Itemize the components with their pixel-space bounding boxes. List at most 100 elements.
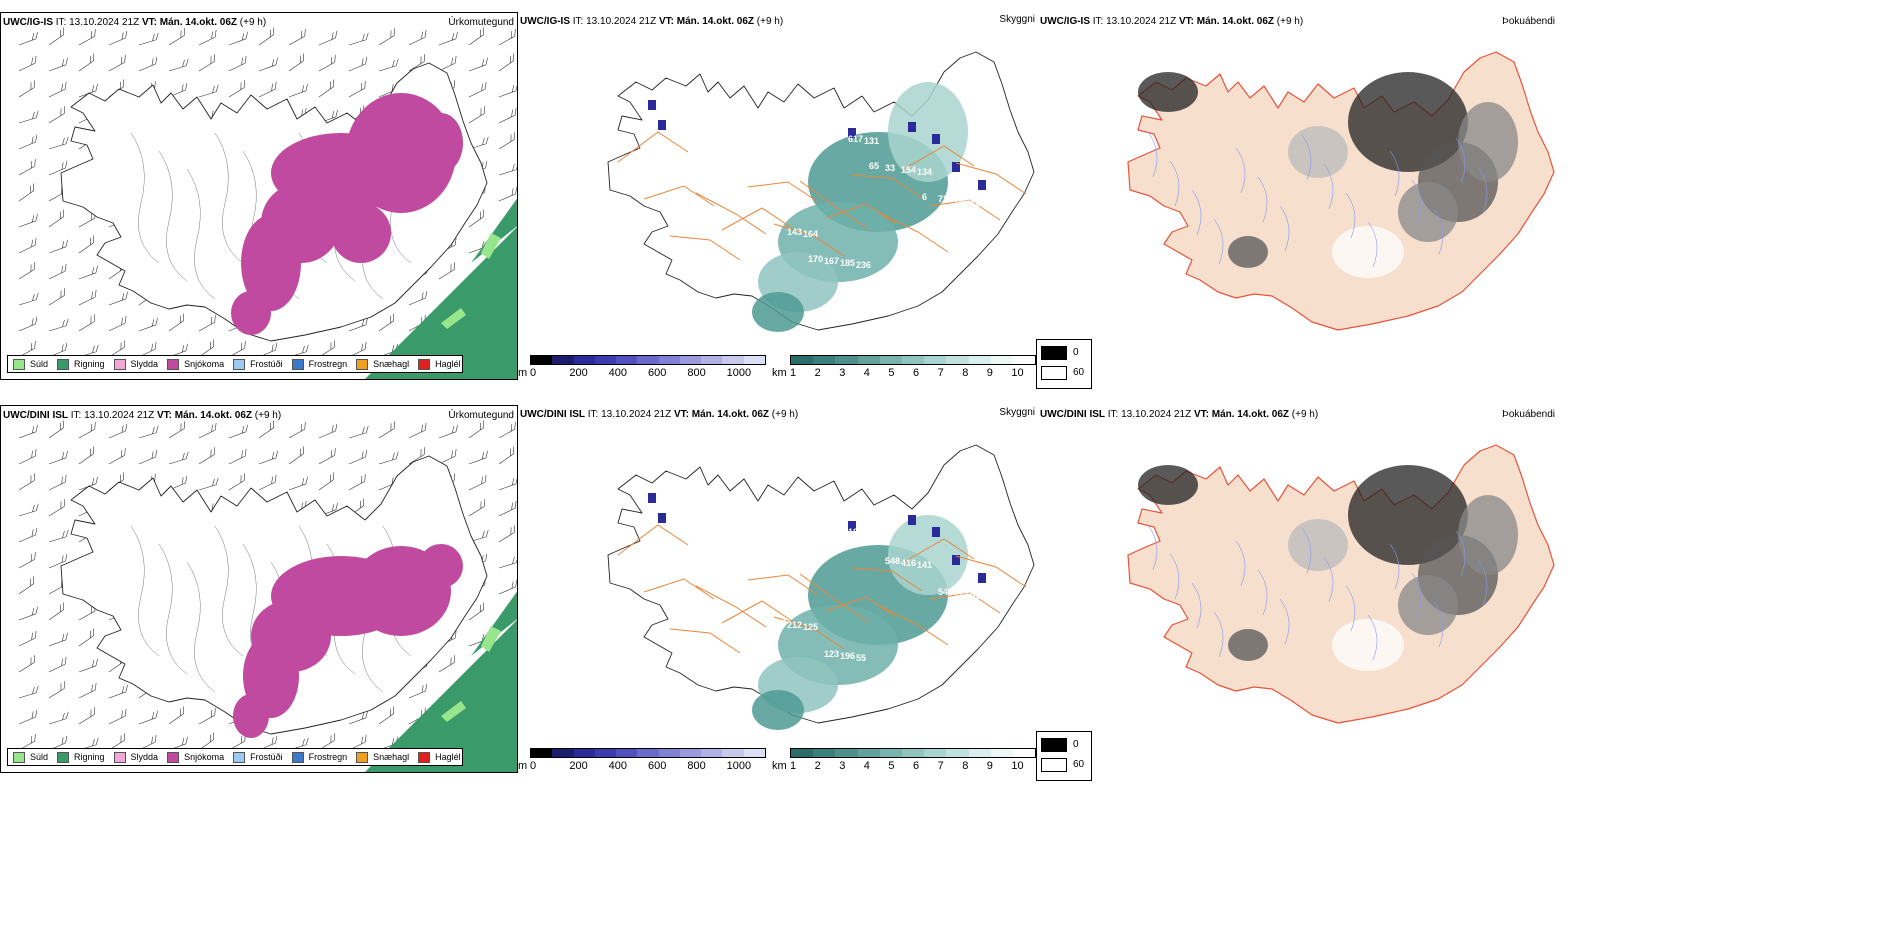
visibility-map: 185 350 131 134 125 164 236 396 317 76 617 154 140 14… — [607, 51, 1035, 332]
panel-title: Úrkomutegund — [448, 17, 514, 28]
colorbar-step — [616, 356, 638, 364]
fog-index-panel-igis: UWC/IG-IS IT: 13.10.2024 21Z VT: Mán. 14… — [1038, 12, 1558, 380]
colorbar-step — [679, 749, 702, 757]
cloudbase-colorbar — [530, 748, 766, 758]
legend-swatch — [113, 358, 126, 370]
colorbar-tick: 1000 — [726, 760, 752, 772]
colorbar-step — [879, 749, 902, 757]
visibility-label: 184 — [816, 130, 831, 140]
colorbar-tick: 800 — [687, 760, 706, 772]
visibility-label: 65 — [869, 161, 879, 171]
visibility-label: 249 — [795, 496, 810, 506]
legend-label: Snjókoma — [184, 752, 225, 762]
panel-title: Þokuábendi — [1502, 16, 1555, 27]
colorbar-tick: 7 — [937, 760, 944, 772]
precip-map — [18, 27, 517, 379]
visibility-label: 350 — [811, 105, 826, 115]
colorbar-tick: 400 — [608, 760, 628, 772]
precip-type-panel-igis: UWC/IG-IS IT: 13.10.2024 21Z VT: Mán. 14… — [0, 12, 518, 380]
visibility-label: 125 — [803, 622, 818, 632]
visibility-label: 244 — [909, 684, 924, 694]
legend-label: Slydda — [130, 752, 159, 762]
colorbar-tick: 3 — [839, 760, 846, 772]
colorbar-tick: 4 — [863, 367, 870, 379]
legend-swatch — [356, 358, 369, 370]
cloudbase-unit: m — [518, 760, 528, 772]
colorbar-tick: 2 — [814, 367, 821, 379]
visibility-label: 143 — [787, 227, 802, 237]
legend-label: Súld — [30, 752, 49, 762]
visibility-label: 148 — [758, 467, 773, 477]
precip-type-panel-dini: UWC/DINI ISL IT: 13.10.2024 21Z VT: Mán.… — [0, 405, 518, 773]
legend-label: Haglél — [435, 359, 461, 369]
visibility-label: 548 — [885, 556, 900, 566]
visibility-label: 167 — [824, 256, 839, 266]
colorbar-tick: 200 — [569, 367, 588, 379]
panel-title: Úrkomutegund — [448, 410, 514, 421]
colorbar-step — [857, 749, 880, 757]
legend-swatch — [291, 358, 304, 370]
colorbar-step — [594, 749, 617, 757]
visibility-label: 73 — [771, 225, 781, 235]
visibility-label: 614 — [771, 618, 786, 628]
visibility-label: 396 — [909, 291, 924, 301]
visibility-label: 125 — [970, 198, 985, 208]
colorbar-step — [1012, 749, 1036, 757]
legend-label: Snjókoma — [184, 359, 225, 369]
colorbar-step — [531, 749, 553, 757]
legend-label: Frostúði — [250, 752, 283, 762]
precip-legend-item: Frostregn — [291, 751, 347, 763]
colorbar-tick: 800 — [687, 367, 706, 379]
legend-label: Rigning — [74, 752, 105, 762]
precip-map — [18, 420, 517, 772]
visibility-label: 160 — [893, 682, 908, 692]
legend-label: Rigning — [74, 359, 105, 369]
visibility-label: 297 — [779, 494, 794, 504]
precip-legend: Súld Rigning Slydda Snjókoma Frostúði Frostre… — [7, 748, 463, 766]
colorbar-step — [857, 356, 880, 364]
precip-legend-item: Slydda — [113, 751, 159, 763]
colorbar-step — [616, 749, 638, 757]
precip-legend-item: Snæhagl — [356, 358, 409, 370]
legend-swatch — [167, 751, 180, 763]
colorbar-tick: 1 — [790, 760, 797, 772]
panel-header: UWC/IG-IS IT: 13.10.2024 21Z VT: Mán. 14… — [1040, 16, 1304, 27]
colorbar-step — [1012, 356, 1036, 364]
panel-title: Skyggni — [999, 407, 1035, 418]
colorbar-tick: 10 — [1011, 367, 1024, 379]
colorbar-step — [813, 356, 836, 364]
colorbar-tick: 9 — [986, 367, 993, 379]
colorbar-step — [924, 356, 947, 364]
visibility-label: 32 — [967, 97, 977, 107]
colorbar-step — [946, 356, 969, 364]
colorbar-step — [552, 356, 574, 364]
precip-legend-item: Súld — [13, 751, 49, 763]
visibility-label: 134 — [917, 167, 932, 177]
panel-header: UWC/DINI ISL IT: 13.10.2024 21Z VT: Mán.… — [520, 409, 799, 420]
visibility-label: 177 — [975, 223, 990, 233]
colorbar-tick: 0 — [530, 760, 537, 772]
precip-legend: Súld Rigning Slydda Snjókoma Frostúði Frostre… — [7, 355, 463, 373]
colorbar-tick: 600 — [648, 367, 667, 379]
precip-legend-item: Frostúði — [233, 751, 283, 763]
visibility-label: 33 — [885, 163, 895, 173]
visibility-label: 317 — [962, 322, 977, 332]
colorbar-step — [990, 749, 1013, 757]
visibility-label: 22 — [930, 711, 940, 721]
panel-header: UWC/DINI ISL IT: 13.10.2024 21Z VT: Mán.… — [1040, 409, 1319, 420]
colorbar-tick: 7 — [937, 367, 944, 379]
colorbar-step — [573, 749, 595, 757]
visibility-ticks: 1 2 3 4 5 6 7 8 9 10 — [790, 760, 1036, 774]
visibility-label: 6 — [922, 192, 927, 202]
visibility-label: 185 — [840, 258, 855, 268]
precip-legend-item: Súld — [13, 358, 48, 370]
visibility-label: 233 — [946, 320, 961, 330]
visibility-label: 225 — [861, 285, 876, 295]
colorbar-step — [901, 356, 925, 364]
legend-swatch — [291, 751, 304, 763]
visibility-unit: km — [772, 367, 787, 379]
legend-swatch — [113, 751, 126, 763]
visibility-label: 323 — [877, 287, 892, 297]
cloudbase-colorbar — [530, 355, 766, 365]
colorbar-tick: 8 — [962, 760, 969, 772]
